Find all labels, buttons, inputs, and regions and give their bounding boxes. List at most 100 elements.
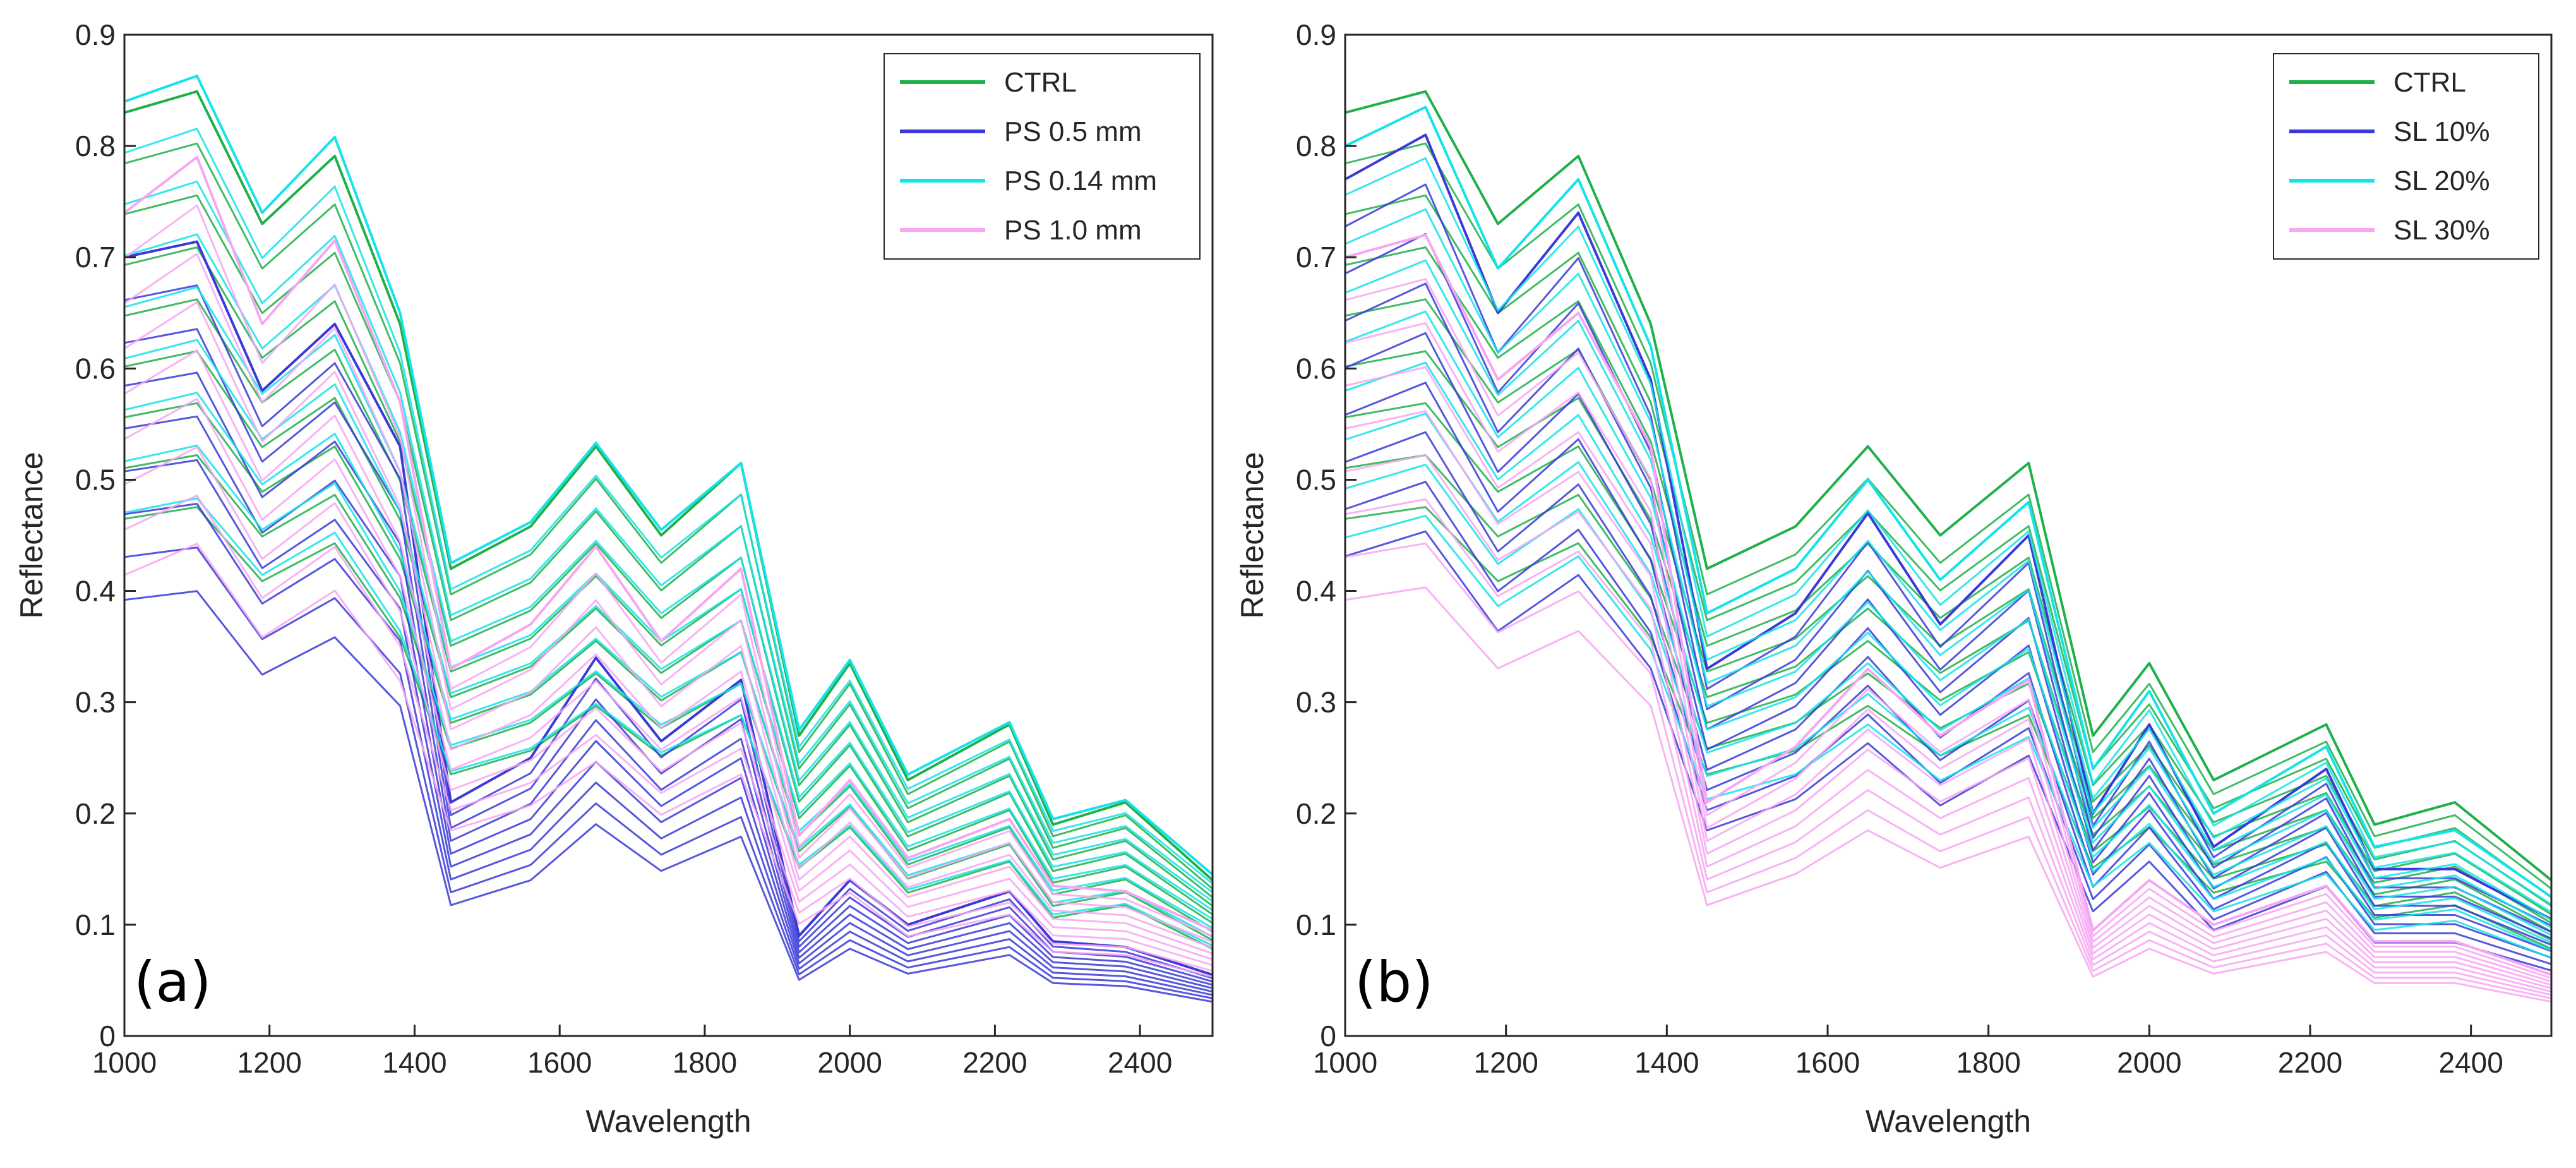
y-tick-label: 0.6 [75,352,116,385]
series-line [1345,278,2552,979]
x-tick-label: 2000 [2117,1046,2181,1079]
series-line [1345,498,2552,996]
y-tick-label: 0.4 [75,575,116,608]
legend-item: SL 20% [2289,166,2489,196]
series-line [124,298,1213,915]
y-axis-label: Reflectance [14,452,49,618]
legend-item: CTRL [900,67,1077,98]
series-line [124,497,1213,947]
series-line [1345,382,2552,953]
series-line [1345,412,2552,944]
series-ps-1-0-mm [123,155,1213,978]
legend-item: SL 30% [2289,215,2489,246]
y-tick-label: 0.6 [1296,352,1336,385]
x-tick-label: 2400 [1108,1046,1172,1079]
series-line [124,349,1213,954]
series-line [1345,542,2552,999]
series-line [124,204,1213,937]
series-sl-10- [1345,133,2552,972]
y-axis-label: Reflectance [1235,452,1270,618]
legend-label: SL 30% [2393,215,2489,246]
series-line [1345,194,2552,898]
x-tick-label: 2200 [2278,1046,2342,1079]
series-line [1345,259,2552,921]
x-tick-label: 1400 [382,1046,446,1079]
series-sl-20- [1345,105,2553,960]
y-tick-label: 0 [1320,1020,1336,1052]
series-line [1345,133,2552,920]
legend-label: CTRL [2393,67,2466,98]
y-tick-label: 0.4 [1296,575,1336,608]
x-tick-label: 2200 [962,1046,1027,1079]
series-line [1345,410,2552,989]
y-tick-label: 0.8 [75,129,116,162]
panel-label: (a) [134,949,212,1014]
series-line [124,328,1213,983]
series-line [1345,90,2553,881]
y-tick-label: 0.3 [75,686,116,719]
series-line [1345,208,2552,913]
series-line [1345,332,2552,946]
legend-item: SL 10% [2289,116,2489,147]
legend-box [2273,53,2539,260]
x-axis-label: Wavelength [1866,1104,2031,1139]
legend-label: PS 1.0 mm [1004,215,1142,246]
series-line [1345,586,2552,1003]
series-line [124,446,1213,966]
series-line [124,392,1213,929]
series-line [1345,142,2552,890]
series-line [124,194,1213,898]
legend-item: CTRL [2289,67,2466,98]
y-tick-label: 0.5 [1296,463,1336,496]
series-line [1345,322,2552,983]
series-line [124,253,1213,943]
series-line [1345,246,2552,907]
legend: CTRL SL 10% SL 20% SL 30% [2273,53,2539,260]
series-line [1345,183,2552,927]
series-line [124,339,1213,920]
x-tick-label: 1200 [1473,1046,1538,1079]
y-tick-label: 0.9 [75,18,116,51]
legend-item: PS 0.5 mm [900,116,1142,147]
series-line [124,494,1213,972]
x-tick-label: 1400 [1634,1046,1699,1079]
chart-panel-b: 1000 1200 1400 1600 1800 2000 2200 2400 0 0.1 0.2 0… [1235,18,2553,1139]
series-line [124,503,1213,996]
series-line [1345,105,2553,898]
chart-panel-a: 1000 1200 1400 1600 1800 2000 2200 2400 0 0.1 0.2 0… [14,18,1214,1139]
y-tick-label: 0.9 [1296,18,1336,51]
series-line [1345,515,2552,960]
series-line [124,402,1213,933]
series-line [124,543,1213,978]
series-line [1345,298,2552,915]
legend-item: PS 1.0 mm [900,215,1142,246]
y-tick-label: 0.2 [1296,797,1336,830]
y-tick-label: 0.7 [1296,241,1336,274]
y-tick-label: 0.8 [1296,129,1336,162]
series-line [124,233,1213,903]
series-line [124,301,1213,949]
series-line [124,142,1213,890]
x-axis-label: Wavelength [585,1104,751,1139]
series-line [1345,361,2552,936]
legend-label: PS 0.5 mm [1004,116,1142,147]
x-tick-label: 1800 [1956,1046,2020,1079]
series-ps-0-5-mm [124,240,1213,1003]
x-tick-label: 2400 [2438,1046,2503,1079]
series-ps-0-14-mm [124,75,1214,947]
x-tick-label: 2000 [817,1046,882,1079]
series-line [1345,350,2552,924]
y-tick-label: 0.5 [75,463,116,496]
series-line [1345,157,2552,906]
plot-area [123,75,1214,1003]
series-line [124,371,1213,986]
legend-label: SL 10% [2393,116,2489,147]
y-tick-label: 0.3 [1296,686,1336,719]
series-line [124,180,1213,893]
y-tick-label: 0.1 [75,908,116,941]
series-line [124,128,1213,884]
series-line [123,155,1213,932]
x-tick-label: 1600 [1795,1046,1860,1079]
series-line [1345,454,2552,993]
